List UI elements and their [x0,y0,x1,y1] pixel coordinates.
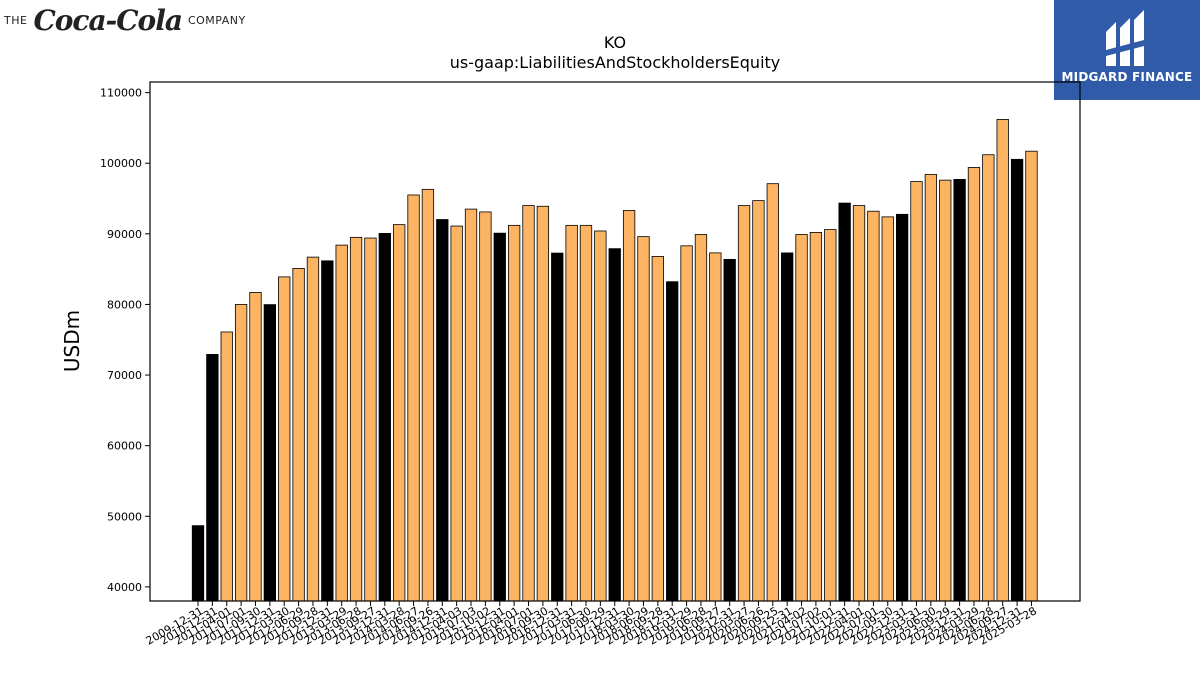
bar-2022-12-31 [895,213,909,602]
y-tick-label: 100000 [100,157,142,170]
bar-2018-06-29 [637,236,650,602]
bar-2021-07-02 [809,231,823,602]
bar-2015-07-03 [464,208,478,602]
logo-script: Coca-Cola [33,3,183,37]
chart-subtitle: us-gaap:LiabilitiesAndStockholdersEquity [450,53,781,72]
bar-2023-09-29 [939,179,952,602]
bar-2024-03-29 [967,167,981,602]
bars-group [191,119,1038,602]
bar-2025-03-28 [1025,150,1038,602]
bar-2012-09-28 [306,256,320,602]
x-axis: 2009-12-312010-12-312011-04-012011-07-01… [144,601,1039,648]
bar-2014-12-31 [436,219,449,602]
bar-2017-09-29 [594,230,607,602]
bar-2021-12-31 [838,202,851,602]
bar-2012-03-30 [278,276,291,602]
bar-2011-09-30 [249,292,262,602]
logo-prefix: THE [4,13,28,27]
bar-2023-03-31 [910,181,923,602]
bar-2012-06-29 [292,268,305,602]
bar-2015-10-02 [479,211,492,602]
bar-2020-03-27 [737,205,751,602]
midgard-mark-icon [1106,10,1144,66]
logo-suffix: COMPANY [187,13,246,27]
bar-2011-12-31 [263,304,277,602]
bar-2011-07-01 [234,304,248,602]
bar-2024-06-28 [982,154,995,602]
bar-2018-12-31 [666,281,679,602]
bar-2016-04-01 [507,224,521,602]
bar-2019-03-29 [680,245,693,602]
bar-2018-09-28 [651,256,664,602]
bar-2020-06-26 [752,200,765,602]
coca-cola-logo: THE Coca-Cola COMPANY [4,2,246,38]
plot-frame [149,81,1081,602]
y-axis-label: USDm [60,310,84,372]
bar-2010-12-31 [206,354,219,602]
bar-2013-12-31 [378,233,391,602]
bar-2017-03-31 [565,224,578,602]
y-tick-label: 70000 [107,369,142,382]
bar-2014-03-28 [393,224,406,602]
bar-2014-09-26 [421,188,435,602]
chart-title: KO [604,33,626,52]
bar-2019-09-27 [709,252,722,602]
bar-2016-07-01 [522,205,535,602]
bar-2024-12-31 [1010,158,1024,602]
bar-2013-06-28 [349,236,363,602]
y-tick-label: 40000 [107,581,142,594]
y-tick-label: 80000 [107,298,142,311]
bar-2016-12-31 [551,252,564,602]
bar-2022-07-01 [867,210,880,602]
y-tick-label: 50000 [107,510,142,523]
y-tick-label: 60000 [107,440,142,453]
bar-2017-12-31 [608,248,621,602]
bar-2024-09-27 [996,119,1009,602]
bar-2019-12-31 [723,258,736,602]
bar-2021-10-01 [824,229,837,602]
bar-2013-09-27 [364,237,377,602]
bar-2016-09-30 [536,205,550,602]
bar-2014-06-27 [407,194,420,602]
bar-2020-12-31 [781,252,794,602]
bar-2013-03-29 [335,244,348,602]
bar-2021-04-02 [795,234,808,602]
bar-2022-04-01 [852,205,866,602]
bar-2012-12-31 [321,260,334,602]
bar-2022-09-30 [881,216,894,602]
bar-2018-03-30 [622,210,636,602]
midgard-finance-logo: MIDGARD FINANCE [1054,0,1200,100]
bar-2023-12-31 [953,179,966,602]
y-tick-label: 110000 [100,87,142,100]
bar-2017-06-30 [579,224,593,602]
bar-2009-12-31 [191,525,205,602]
brand-name: MIDGARD FINANCE [1061,70,1193,84]
bar-2015-04-03 [450,225,463,602]
y-tick-label: 90000 [107,228,142,241]
bar-2011-04-01 [220,331,233,602]
y-axis: 40000 50000 60000 70000 80000 90000 100000 1100… [100,87,150,594]
bar-2015-12-31 [493,232,506,602]
bar-2023-06-30 [924,174,938,602]
bar-2020-09-25 [766,183,779,602]
bar-2019-06-28 [694,234,708,602]
